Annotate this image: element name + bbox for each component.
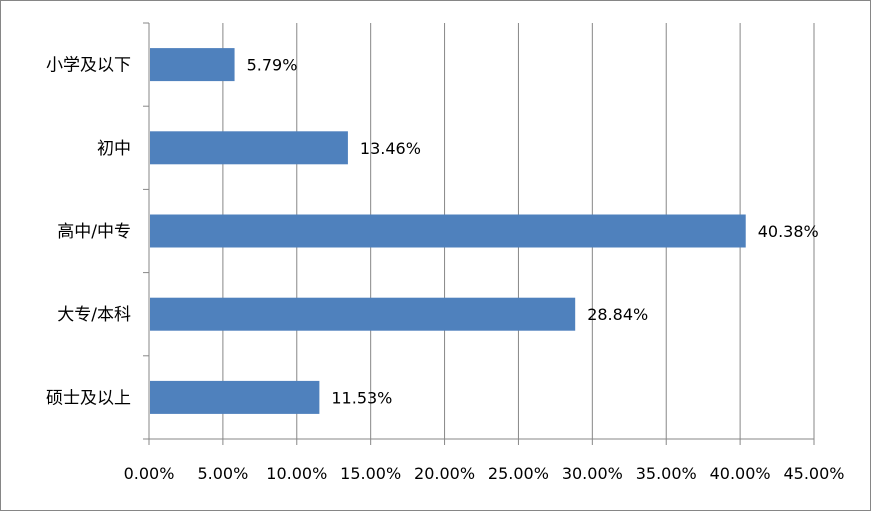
data-label: 40.38%: [758, 222, 819, 241]
x-tick-label: 25.00%: [488, 464, 549, 483]
category-label: 初中: [97, 139, 131, 159]
x-tick-labels: 0.00% 5.00% 10.00% 15.00% 20.00% 25.00% 30.00%…: [124, 464, 845, 483]
category-label: 大专/本科: [57, 305, 131, 325]
data-label: 5.79%: [247, 56, 298, 75]
bar: [150, 131, 348, 165]
data-label: 11.53%: [331, 388, 392, 407]
bar: [150, 297, 576, 331]
bar: [150, 48, 235, 82]
data-label: 13.46%: [360, 139, 421, 158]
bar: [150, 214, 746, 248]
x-tick-label: 0.00%: [124, 464, 175, 483]
axes: [143, 22, 815, 445]
bars: [150, 48, 746, 414]
x-tick-label: 10.00%: [266, 464, 327, 483]
bar: [150, 380, 320, 414]
data-label: 28.84%: [587, 305, 648, 324]
x-tick-label: 30.00%: [562, 464, 623, 483]
category-label: 硕士及以上: [46, 388, 131, 408]
x-tick-label: 35.00%: [636, 464, 697, 483]
x-tick-label: 45.00%: [783, 464, 844, 483]
x-tick-label: 5.00%: [197, 464, 248, 483]
category-label: 小学及以下: [46, 56, 131, 76]
x-tick-label: 40.00%: [710, 464, 771, 483]
category-label: 高中/中专: [57, 222, 131, 242]
data-labels: 5.79% 13.46% 40.38% 28.84% 11.53%: [247, 56, 819, 408]
x-tick-label: 20.00%: [414, 464, 475, 483]
x-tick-label: 15.00%: [340, 464, 401, 483]
